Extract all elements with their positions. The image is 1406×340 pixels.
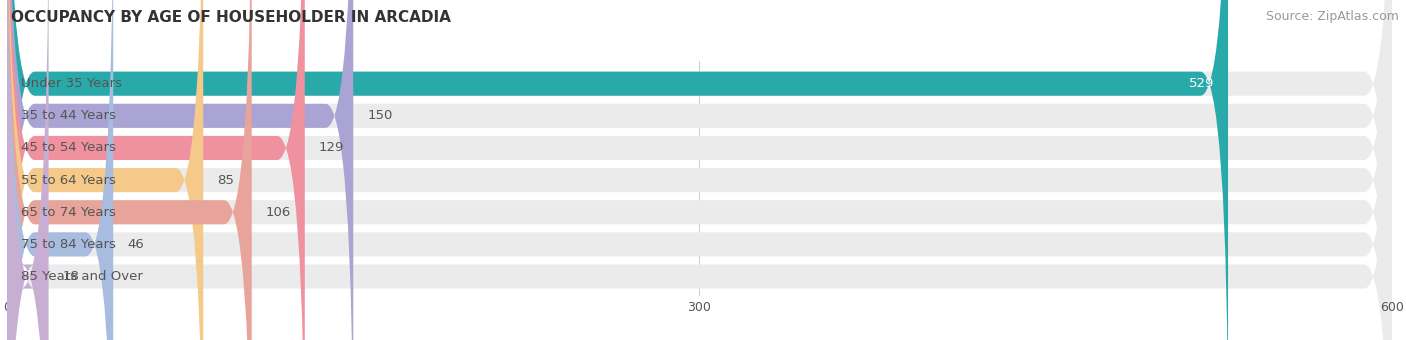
Text: 18: 18	[62, 270, 79, 283]
FancyBboxPatch shape	[7, 0, 1392, 340]
FancyBboxPatch shape	[7, 0, 114, 340]
Text: OCCUPANCY BY AGE OF HOUSEHOLDER IN ARCADIA: OCCUPANCY BY AGE OF HOUSEHOLDER IN ARCAD…	[11, 10, 451, 25]
FancyBboxPatch shape	[7, 0, 305, 340]
Text: 75 to 84 Years: 75 to 84 Years	[21, 238, 115, 251]
Text: 45 to 54 Years: 45 to 54 Years	[21, 141, 115, 154]
FancyBboxPatch shape	[7, 0, 252, 340]
Text: 46: 46	[127, 238, 143, 251]
Text: 65 to 74 Years: 65 to 74 Years	[21, 206, 115, 219]
Text: 129: 129	[319, 141, 344, 154]
Text: 55 to 64 Years: 55 to 64 Years	[21, 174, 115, 187]
Text: 150: 150	[367, 109, 392, 122]
FancyBboxPatch shape	[7, 0, 1392, 340]
FancyBboxPatch shape	[7, 0, 1392, 340]
Text: 85 Years and Over: 85 Years and Over	[21, 270, 143, 283]
Text: 85: 85	[217, 174, 233, 187]
Text: 35 to 44 Years: 35 to 44 Years	[21, 109, 115, 122]
FancyBboxPatch shape	[7, 0, 353, 340]
FancyBboxPatch shape	[7, 0, 1392, 340]
FancyBboxPatch shape	[7, 0, 1392, 340]
Text: 529: 529	[1189, 77, 1215, 90]
FancyBboxPatch shape	[7, 0, 1392, 340]
Text: 106: 106	[266, 206, 291, 219]
Text: Under 35 Years: Under 35 Years	[21, 77, 122, 90]
FancyBboxPatch shape	[7, 0, 1392, 340]
FancyBboxPatch shape	[7, 0, 1227, 340]
FancyBboxPatch shape	[7, 0, 204, 340]
FancyBboxPatch shape	[7, 0, 49, 340]
Text: Source: ZipAtlas.com: Source: ZipAtlas.com	[1265, 10, 1399, 23]
